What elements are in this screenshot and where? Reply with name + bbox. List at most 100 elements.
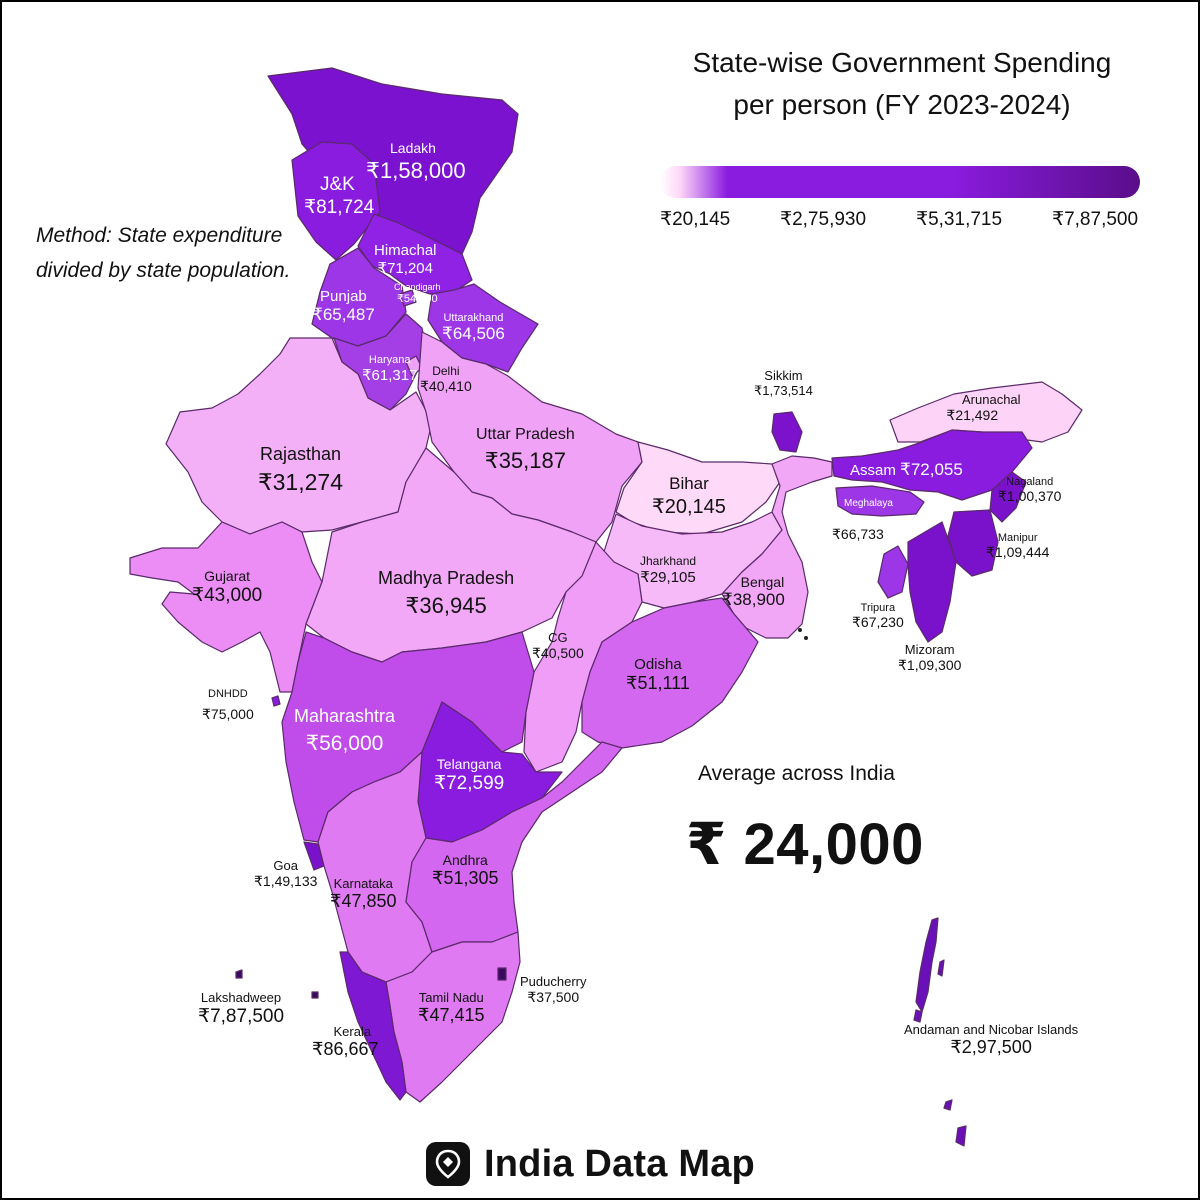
region-meghalaya	[835, 485, 925, 517]
label-nagaland-value: ₹1,00,370	[998, 488, 1062, 504]
label-up: Uttar Pradesh ₹35,187	[476, 426, 575, 474]
brand-name: India Data Map	[484, 1142, 755, 1185]
label-up-value: ₹35,187	[484, 448, 566, 473]
label-gujarat-name: Gujarat	[204, 568, 251, 584]
label-telangana-name: Telangana	[436, 756, 502, 772]
label-sikkim-name: Sikkim	[764, 368, 803, 383]
label-goa-value: ₹1,49,133	[254, 873, 318, 889]
label-arunachal: Arunachal ₹21,492	[924, 392, 1021, 424]
region-gujarat	[129, 521, 323, 693]
label-nagaland: Nagaland ₹1,00,370	[998, 476, 1061, 505]
map-pin-icon	[426, 1142, 470, 1186]
label-nagaland-name: Nagaland	[1006, 476, 1054, 488]
label-sikkim-value: ₹1,73,514	[754, 383, 813, 398]
label-bihar-value: ₹20,145	[652, 496, 726, 518]
label-rajasthan-value: ₹31,274	[258, 469, 343, 495]
label-andaman: Andaman and Nicobar Islands ₹2,97,500	[904, 1022, 1078, 1058]
label-mp: Madhya Pradesh ₹36,945	[378, 568, 514, 619]
label-lakshadweep-name: Lakshadweep	[200, 990, 282, 1005]
label-gujarat-value: ₹43,000	[192, 585, 263, 606]
region-mizoram	[907, 521, 957, 643]
legend-tick-3: ₹5,31,715	[916, 209, 1003, 230]
label-mizoram: Mizoram ₹1,09,300	[898, 642, 961, 674]
region-lakshadweep	[235, 969, 319, 999]
label-manipur: Manipur ₹1,09,444	[986, 532, 1049, 561]
label-arunachal-name: Arunachal	[962, 392, 1021, 407]
map-title-line-1: State-wise Government Spending	[692, 47, 1112, 78]
label-dnhdd-value: ₹75,000	[202, 706, 254, 722]
label-jk-value: ₹81,724	[304, 197, 375, 218]
label-andaman-name: Andaman and Nicobar Islands	[904, 1022, 1079, 1037]
label-mizoram-name: Mizoram	[904, 642, 955, 657]
label-uttarakhand: Uttarakhand ₹64,506	[442, 312, 505, 344]
label-rajasthan-name: Rajasthan	[259, 444, 342, 464]
region-cg	[523, 541, 643, 773]
region-up	[417, 331, 643, 543]
region-sikkim	[771, 411, 803, 453]
label-meghalaya-name: Meghalaya	[844, 498, 893, 509]
label-odisha-name: Odisha	[634, 656, 682, 673]
label-himachal-name: Himachal	[374, 242, 437, 259]
label-karnataka-value: ₹47,850	[330, 891, 397, 911]
label-andhra: Andhra ₹51,305	[432, 852, 499, 889]
label-maharashtra-value: ₹56,000	[305, 732, 384, 755]
legend-tick-1: ₹20,145	[660, 209, 731, 230]
legend-gradient-bar	[660, 166, 1140, 198]
region-manipur	[947, 509, 999, 577]
region-andaman	[913, 917, 967, 1147]
label-tripura-value: ₹67,230	[852, 614, 904, 630]
region-andhra	[405, 741, 623, 953]
region-himachal	[357, 213, 473, 295]
legend-tick-2: ₹2,75,930	[780, 209, 867, 230]
label-telangana-value: ₹72,599	[434, 773, 505, 794]
label-ladakh-name: Ladakh	[390, 140, 436, 156]
label-cg: CG ₹40,500	[532, 630, 584, 662]
map-title-line-2: per person (FY 2023-2024)	[733, 89, 1071, 120]
region-tripura	[877, 545, 909, 599]
label-puducherry: Puducherry ₹37,500	[520, 974, 586, 1006]
label-tamilnadu-name: Tamil Nadu	[418, 990, 484, 1005]
label-odisha-value: ₹51,111	[626, 673, 690, 693]
coast-island-dot	[804, 636, 808, 640]
label-uttarakhand-name: Uttarakhand	[443, 312, 504, 324]
label-dnhdd-name: DNHDD	[208, 688, 248, 700]
label-chandigarh-name: Chandigarh	[394, 282, 441, 292]
label-delhi-value: ₹40,410	[420, 378, 472, 394]
label-puducherry-name: Puducherry	[520, 974, 587, 989]
label-andhra-value: ₹51,305	[432, 868, 499, 888]
label-gujarat: Gujarat ₹43,000	[192, 568, 262, 607]
label-karnataka-name: Karnataka	[333, 876, 393, 891]
label-chandigarh: Chandigarh ₹54,500	[394, 282, 441, 305]
label-up-name: Uttar Pradesh	[476, 426, 575, 443]
label-kerala-value: ₹86,667	[312, 1039, 379, 1059]
label-andaman-value: ₹2,97,500	[950, 1037, 1032, 1057]
label-delhi: Delhi ₹40,410	[420, 364, 472, 395]
label-chandigarh-value: ₹54,500	[396, 293, 438, 305]
region-chandigarh	[399, 289, 417, 307]
label-rajasthan: Rajasthan ₹31,274	[258, 444, 343, 496]
region-bengal	[721, 455, 833, 639]
label-uttarakhand-value: ₹64,506	[442, 324, 505, 343]
label-punjab-name: Punjab	[320, 288, 367, 305]
region-dnhdd	[271, 695, 281, 707]
label-lakshadweep-value: ₹7,87,500	[198, 1006, 285, 1027]
label-tripura-name: Tripura	[860, 602, 896, 614]
label-punjab-value: ₹65,487	[312, 305, 375, 324]
label-assam-value: ₹72,055	[900, 460, 963, 479]
label-maharashtra-name: Maharashtra	[294, 706, 396, 726]
label-ladakh: Ladakh	[390, 140, 436, 156]
label-himachal: Himachal ₹71,204	[374, 242, 437, 277]
label-odisha: Odisha ₹51,111	[626, 656, 690, 694]
label-jk-name: J&K	[320, 174, 355, 195]
label-kerala-name: Kerala	[333, 1024, 372, 1039]
label-mp-value: ₹36,945	[405, 593, 487, 618]
label-andhra-name: Andhra	[442, 852, 488, 868]
region-bihar	[615, 441, 781, 535]
label-karnataka: Karnataka ₹47,850	[330, 876, 397, 912]
region-puducherry	[497, 967, 507, 981]
region-kerala	[339, 951, 407, 1101]
label-tamilnadu: Tamil Nadu ₹47,415	[418, 990, 485, 1026]
label-bihar-name: Bihar	[669, 474, 709, 493]
